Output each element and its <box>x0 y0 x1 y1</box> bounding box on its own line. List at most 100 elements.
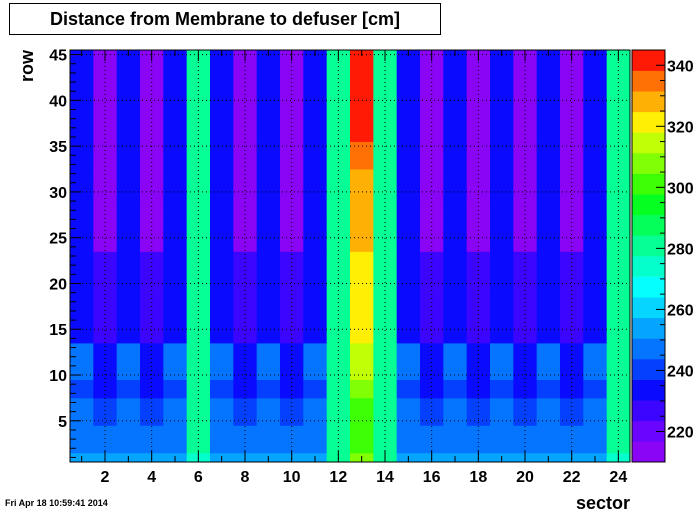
heatmap-cell <box>350 407 374 417</box>
heatmap-cell <box>606 86 631 97</box>
heatmap-cell <box>93 288 118 298</box>
y-tick-label: 40 <box>49 93 67 110</box>
heatmap-cell <box>303 205 328 216</box>
heatmap-cell <box>490 59 514 69</box>
heatmap-cell <box>280 443 304 454</box>
heatmap-cell <box>116 416 141 426</box>
heatmap-cell <box>490 416 514 426</box>
heatmap-cell <box>490 205 514 216</box>
heatmap-cell <box>326 123 351 133</box>
heatmap-cell <box>70 68 94 78</box>
heatmap-cell <box>256 288 281 298</box>
heatmap-cell <box>70 324 94 335</box>
heatmap-cell <box>466 242 491 252</box>
x-tick-label: 10 <box>283 469 301 486</box>
heatmap-cell <box>606 68 631 78</box>
heatmap-cell <box>583 269 608 280</box>
heatmap-cell <box>303 251 328 261</box>
heatmap-cell <box>210 315 234 326</box>
heatmap-cell <box>536 242 561 252</box>
heatmap-cell <box>443 333 468 344</box>
heatmap-cell <box>513 379 538 390</box>
heatmap-cell <box>350 333 374 344</box>
heatmap-cell <box>70 297 94 307</box>
heatmap-cell <box>303 196 328 207</box>
heatmap-cell <box>280 306 304 316</box>
heatmap-cell <box>606 104 631 115</box>
heatmap-cell <box>280 251 304 261</box>
heatmap-cell <box>140 159 164 170</box>
palette-band <box>632 359 665 380</box>
heatmap-cell <box>186 251 211 261</box>
heatmap-cell <box>186 104 211 115</box>
heatmap-cell <box>350 370 374 380</box>
heatmap-cell <box>350 352 374 362</box>
heatmap-cell <box>256 150 281 161</box>
heatmap-cell <box>513 288 538 298</box>
heatmap-cell <box>140 223 164 234</box>
heatmap-cell <box>350 233 374 243</box>
heatmap-cell <box>210 342 234 353</box>
heatmap-cell <box>560 214 584 225</box>
heatmap-cell <box>256 407 281 417</box>
x-tick-label: 12 <box>329 469 347 486</box>
heatmap-cell <box>443 288 468 298</box>
heatmap-cell <box>116 169 141 179</box>
heatmap-cell <box>373 260 398 271</box>
heatmap-cell <box>583 169 608 179</box>
heatmap-cell <box>233 59 258 69</box>
y-tick-label: 20 <box>49 276 67 293</box>
heatmap-cell <box>186 86 211 97</box>
heatmap-cell <box>373 324 398 335</box>
heatmap-cell <box>256 278 281 289</box>
heatmap-cell <box>373 278 398 289</box>
heatmap-cell <box>490 223 514 234</box>
palette-band <box>632 379 665 401</box>
heatmap-cell <box>210 288 234 298</box>
heatmap-cell <box>396 297 421 307</box>
heatmap-cell <box>490 214 514 225</box>
heatmap-cell <box>536 196 561 207</box>
heatmap-cell <box>513 315 538 326</box>
heatmap-cell <box>303 278 328 289</box>
heatmap-cell <box>373 132 398 142</box>
heatmap-cell <box>93 68 118 78</box>
heatmap-cell <box>256 333 281 344</box>
heatmap-cell <box>140 95 164 106</box>
heatmap-cell <box>373 443 398 454</box>
heatmap-cell <box>210 425 234 435</box>
heatmap-cell <box>560 150 584 161</box>
heatmap-cell <box>116 95 141 106</box>
heatmap-cell <box>560 59 584 69</box>
heatmap-cell <box>163 169 188 179</box>
heatmap-cell <box>186 132 211 142</box>
heatmap-cell <box>606 342 631 353</box>
heatmap-cell <box>396 397 421 408</box>
heatmap-cell <box>606 388 631 399</box>
heatmap-cell <box>606 214 631 225</box>
heatmap-cell <box>140 242 164 252</box>
heatmap-cell <box>163 370 188 380</box>
heatmap-cell <box>560 370 584 380</box>
heatmap-cell <box>396 315 421 326</box>
heatmap-cell <box>93 306 118 316</box>
heatmap-cell <box>583 306 608 316</box>
heatmap-cell <box>93 260 118 271</box>
heatmap-cell <box>513 95 538 106</box>
heatmap-cell <box>326 242 351 252</box>
heatmap-cell <box>560 196 584 207</box>
heatmap-cell <box>280 196 304 207</box>
heatmap-cell <box>210 68 234 78</box>
heatmap-cell <box>560 352 584 362</box>
heatmap-cell <box>280 123 304 133</box>
heatmap-cell <box>140 196 164 207</box>
heatmap-cell <box>163 388 188 399</box>
heatmap-cell <box>140 123 164 133</box>
heatmap-cell <box>116 86 141 97</box>
heatmap-cell <box>140 443 164 454</box>
heatmap-cell <box>210 104 234 115</box>
heatmap-cell <box>443 223 468 234</box>
heatmap-cell <box>326 342 351 353</box>
heatmap-cell <box>443 77 468 88</box>
heatmap-cell <box>233 443 258 454</box>
